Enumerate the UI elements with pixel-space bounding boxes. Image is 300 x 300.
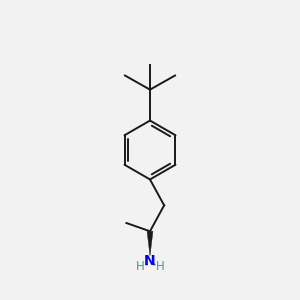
Polygon shape [147, 231, 153, 256]
Text: H: H [136, 260, 144, 273]
Text: N: N [144, 254, 156, 268]
Text: H: H [156, 260, 164, 273]
